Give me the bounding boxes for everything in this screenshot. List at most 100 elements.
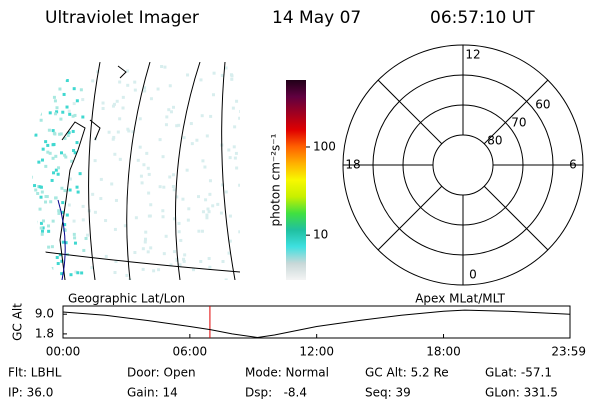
speckle-dot bbox=[181, 197, 185, 201]
speckle-dot bbox=[142, 163, 146, 167]
speckle-dot bbox=[46, 150, 50, 154]
speckle-dot bbox=[199, 260, 203, 264]
date: 14 May 07 bbox=[272, 8, 361, 28]
speckle-dot bbox=[234, 151, 238, 155]
speckle-dot bbox=[197, 229, 201, 233]
speckle-dot bbox=[31, 90, 34, 94]
speckle-dot bbox=[179, 238, 183, 242]
info-field: GLat: -57.1 bbox=[485, 366, 552, 380]
speckle-dot bbox=[47, 224, 51, 228]
speckle-dot bbox=[72, 149, 76, 153]
speckle-dot bbox=[211, 93, 215, 97]
speckle-dot bbox=[143, 89, 147, 93]
speckle-dot bbox=[118, 80, 122, 84]
speckle-dot bbox=[221, 260, 225, 264]
speckle-dot bbox=[33, 184, 37, 188]
speckle-dot bbox=[50, 178, 54, 182]
speckle-dot bbox=[31, 175, 34, 179]
speckle-dot bbox=[133, 88, 137, 92]
left-label: Geographic Lat/Lon bbox=[68, 292, 185, 306]
speckle-dot bbox=[208, 179, 212, 183]
speckle-dot bbox=[205, 134, 209, 138]
speckle-dot bbox=[52, 71, 56, 75]
speckle-dot bbox=[40, 251, 44, 255]
speckle-dot bbox=[238, 183, 240, 187]
speckle-dot bbox=[216, 202, 220, 206]
speckle-dot bbox=[86, 233, 90, 237]
speckle-dot bbox=[41, 71, 45, 75]
speckle-dot bbox=[147, 191, 151, 195]
lat-label: 60 bbox=[535, 97, 550, 111]
speckle-dot bbox=[189, 122, 193, 126]
speckle-dot bbox=[149, 246, 153, 250]
speckle-dot bbox=[239, 109, 240, 113]
speckle-dot bbox=[219, 211, 223, 215]
speckle-dot bbox=[67, 109, 71, 113]
speckle bbox=[31, 62, 240, 280]
info-field: GLon: 331.5 bbox=[485, 386, 558, 400]
speckle-dot bbox=[46, 85, 50, 89]
mlt-label: 6 bbox=[569, 158, 577, 172]
speckle-dot bbox=[206, 207, 210, 211]
speckle-dot bbox=[60, 272, 64, 276]
speckle-dot bbox=[141, 267, 145, 271]
speckle-dot bbox=[44, 200, 48, 204]
speckle-dot bbox=[40, 229, 44, 233]
x-tick-label: 18:00 bbox=[426, 345, 461, 359]
speckle-dot bbox=[38, 207, 42, 211]
speckle-dot bbox=[31, 272, 35, 276]
speckle-dot bbox=[112, 135, 116, 139]
speckle-dot bbox=[157, 268, 161, 272]
speckle-dot bbox=[211, 204, 215, 208]
speckle-dot bbox=[175, 124, 179, 128]
speckle-dot bbox=[113, 227, 117, 231]
speckle-dot bbox=[112, 102, 116, 106]
speckle-dot bbox=[146, 166, 150, 170]
speckle-dot bbox=[55, 106, 59, 110]
speckle-dot bbox=[172, 217, 176, 221]
lat-circle bbox=[432, 134, 494, 196]
speckle-dot bbox=[121, 106, 125, 110]
speckle-dot bbox=[164, 123, 168, 127]
mlt-label: 18 bbox=[345, 158, 360, 172]
speckle-dot bbox=[167, 108, 171, 112]
speckle-dot bbox=[149, 97, 153, 101]
speckle-dot bbox=[47, 83, 51, 87]
speckle-dot bbox=[79, 88, 83, 92]
speckle-dot bbox=[38, 185, 42, 189]
speckle-dot bbox=[175, 258, 179, 262]
speckle-dot bbox=[152, 269, 156, 273]
speckle-dot bbox=[75, 141, 79, 145]
speckle-dot bbox=[31, 109, 35, 113]
speckle-dot bbox=[64, 155, 68, 159]
speckle-dot bbox=[71, 114, 75, 118]
speckle-dot bbox=[54, 154, 58, 158]
speckle-dot bbox=[224, 190, 228, 194]
speckle-dot bbox=[47, 229, 51, 233]
speckle-dot bbox=[51, 156, 55, 160]
speckle-dot bbox=[168, 84, 172, 88]
speckle-dot bbox=[63, 136, 67, 140]
speckle-dot bbox=[45, 195, 49, 199]
speckle-dot bbox=[238, 230, 240, 234]
speckle-dot bbox=[197, 195, 201, 199]
speckle-dot bbox=[34, 233, 38, 237]
speckle-dot bbox=[233, 125, 237, 129]
speckle-dot bbox=[65, 79, 69, 83]
speckle-dot bbox=[187, 207, 191, 211]
speckle-dot bbox=[44, 140, 48, 144]
speckle-dot bbox=[175, 195, 179, 199]
speckle-dot bbox=[73, 151, 77, 155]
speckle-dot bbox=[44, 67, 48, 71]
colorbar-label: photon cm⁻²s⁻¹ bbox=[269, 133, 283, 226]
speckle-dot bbox=[67, 203, 71, 207]
info-field: IP: 36.0 bbox=[8, 386, 53, 400]
speckle-dot bbox=[52, 171, 56, 175]
speckle-dot bbox=[208, 192, 212, 196]
speckle-dot bbox=[60, 259, 64, 263]
speckle-dot bbox=[40, 190, 44, 194]
info-field: GC Alt: 5.2 Re bbox=[365, 366, 449, 380]
speckle-dot bbox=[64, 241, 68, 245]
